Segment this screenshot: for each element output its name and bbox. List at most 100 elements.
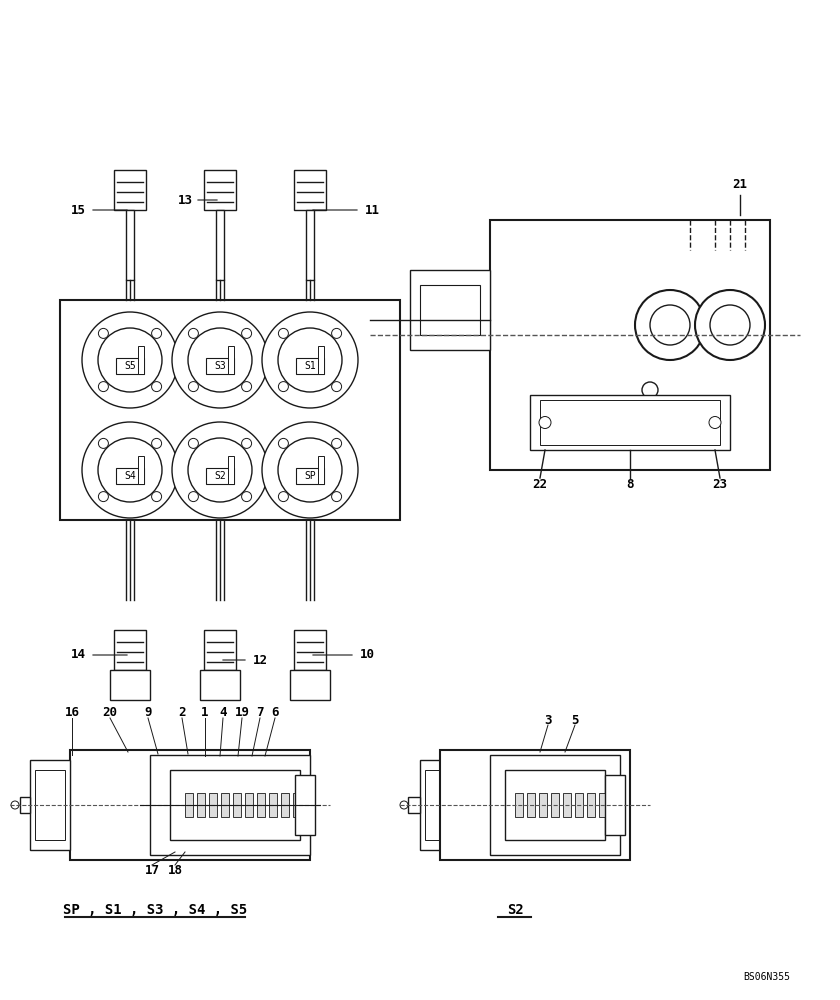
Bar	[575, 793, 583, 817]
Bar	[490, 755, 620, 855]
Text: S5: S5	[124, 361, 136, 371]
Text: 14: 14	[71, 648, 86, 662]
Text: 12: 12	[253, 654, 267, 666]
Circle shape	[188, 438, 198, 448]
Bar	[540, 400, 720, 445]
Circle shape	[262, 312, 358, 408]
Bar	[293, 793, 301, 817]
Bar	[206, 358, 234, 374]
Bar	[294, 630, 326, 670]
Bar	[216, 210, 224, 280]
Bar	[138, 346, 144, 374]
Bar	[425, 770, 455, 840]
Circle shape	[709, 416, 721, 428]
Text: 1: 1	[202, 706, 209, 718]
Bar	[114, 630, 146, 670]
Bar	[306, 210, 314, 280]
Circle shape	[98, 328, 162, 392]
Text: 8: 8	[627, 479, 633, 491]
Circle shape	[98, 382, 108, 392]
Circle shape	[188, 382, 198, 392]
Text: S2: S2	[214, 471, 226, 481]
Bar	[110, 670, 150, 700]
Circle shape	[98, 328, 108, 338]
Circle shape	[278, 328, 288, 338]
Bar	[294, 170, 326, 210]
Bar	[150, 755, 310, 855]
Bar	[599, 793, 607, 817]
Circle shape	[188, 328, 252, 392]
Circle shape	[188, 328, 198, 338]
Circle shape	[642, 382, 658, 398]
Bar	[233, 793, 241, 817]
Circle shape	[242, 492, 252, 502]
Bar	[228, 456, 234, 484]
Circle shape	[400, 801, 408, 809]
Text: S2: S2	[507, 903, 523, 917]
Circle shape	[242, 438, 252, 448]
Bar	[170, 770, 300, 840]
Bar	[527, 793, 535, 817]
Circle shape	[635, 290, 705, 360]
Bar	[530, 395, 730, 450]
Bar	[200, 670, 240, 700]
Circle shape	[11, 801, 19, 809]
Bar	[116, 468, 144, 484]
Circle shape	[98, 492, 108, 502]
Text: 5: 5	[571, 714, 579, 726]
Bar	[420, 285, 480, 335]
Bar	[490, 220, 770, 470]
Text: 4: 4	[219, 706, 227, 718]
Circle shape	[82, 422, 178, 518]
Circle shape	[151, 328, 161, 338]
Bar	[318, 346, 324, 374]
Text: 2: 2	[178, 706, 186, 718]
Circle shape	[278, 438, 342, 502]
Circle shape	[172, 422, 268, 518]
Circle shape	[278, 382, 288, 392]
Bar	[204, 630, 236, 670]
Circle shape	[242, 382, 252, 392]
Circle shape	[262, 422, 358, 518]
Circle shape	[650, 305, 690, 345]
Text: S4: S4	[124, 471, 136, 481]
Text: 6: 6	[271, 706, 279, 718]
Text: 21: 21	[732, 178, 748, 192]
Text: 17: 17	[144, 863, 160, 876]
Bar	[221, 793, 229, 817]
Bar	[290, 670, 330, 700]
Text: 3: 3	[544, 714, 552, 726]
Bar	[245, 793, 253, 817]
Text: 15: 15	[71, 204, 86, 217]
Bar	[228, 346, 234, 374]
Circle shape	[278, 492, 288, 502]
Circle shape	[151, 382, 161, 392]
Text: 20: 20	[102, 706, 118, 718]
Bar	[116, 358, 144, 374]
Circle shape	[188, 492, 198, 502]
Bar	[295, 775, 315, 835]
Text: 13: 13	[177, 194, 192, 207]
Bar	[206, 468, 234, 484]
Bar	[269, 793, 277, 817]
Circle shape	[172, 312, 268, 408]
Text: 18: 18	[167, 863, 182, 876]
Circle shape	[332, 492, 342, 502]
Bar	[505, 770, 605, 840]
Bar	[35, 770, 65, 840]
Circle shape	[82, 312, 178, 408]
Bar	[281, 793, 289, 817]
Bar	[515, 793, 523, 817]
Circle shape	[151, 438, 161, 448]
Bar	[563, 793, 571, 817]
Circle shape	[151, 492, 161, 502]
Bar	[587, 793, 595, 817]
Bar	[257, 793, 265, 817]
Circle shape	[539, 416, 551, 428]
Circle shape	[188, 438, 252, 502]
Bar	[60, 300, 400, 520]
Bar	[408, 797, 420, 813]
Bar	[209, 793, 217, 817]
Text: 9: 9	[144, 706, 152, 718]
Bar	[138, 456, 144, 484]
